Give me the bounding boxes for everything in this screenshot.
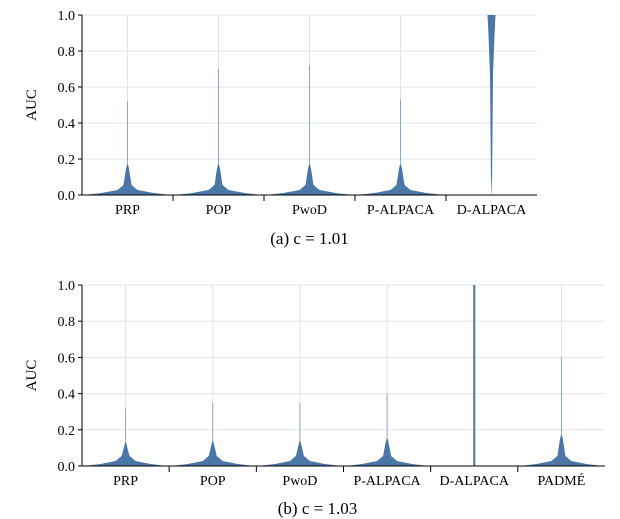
violin-pwod (266, 65, 353, 195)
violin-padmé (519, 357, 603, 466)
x-tick-label: PwoD (282, 474, 317, 489)
x-tick-label: D-ALPACA (440, 474, 510, 489)
y-tick-label: 0.4 (58, 117, 76, 132)
violin-body (266, 162, 353, 195)
violin-body (84, 162, 171, 195)
y-tick-label: 0.6 (58, 81, 76, 96)
violin-body (345, 436, 429, 466)
y-tick-label: 0.8 (58, 315, 76, 330)
x-tick-label: PRP (115, 203, 140, 218)
violin-body (171, 439, 255, 466)
violin-pop (175, 69, 262, 195)
x-tick-label: PRP (113, 474, 138, 489)
violin-pop (171, 402, 255, 466)
y-tick-label: 1.0 (58, 9, 76, 24)
y-tick-label: 0.2 (58, 424, 76, 439)
violin-p-alpaca (345, 393, 429, 466)
y-tick-label: 0.2 (58, 153, 76, 168)
violin-p-alpaca (357, 99, 444, 195)
x-tick-label: P-ALPACA (367, 203, 435, 218)
y-tick-label: 0.6 (58, 351, 76, 366)
violin-pwod (258, 402, 342, 466)
caption: (a) c = 1.01 (270, 229, 349, 248)
violin-body (175, 162, 262, 195)
x-tick-label: P-ALPACA (353, 474, 421, 489)
y-axis-label: AUC (24, 89, 40, 121)
caption: (b) c = 1.03 (278, 499, 357, 518)
violin-body (519, 433, 603, 466)
violin-body (473, 285, 476, 466)
y-axis-label: AUC (24, 360, 40, 392)
violin-body (258, 439, 342, 466)
x-tick-label: D-ALPACA (457, 203, 527, 218)
chart-panel-2: 0.0 0.2 0.4 0.6 0.8 1.0 PRP POP PwoD P-ALPACA D-AL… (24, 279, 605, 518)
y-tick-label: 1.0 (58, 279, 76, 294)
violin-d-alpaca (487, 15, 496, 195)
y-tick-label: 0.4 (58, 388, 76, 403)
x-tick-label: POP (200, 474, 226, 489)
violin-body (357, 162, 444, 195)
y-tick-label: 0.0 (58, 460, 76, 475)
violin-prp (84, 101, 171, 195)
violin-d-alpaca (473, 285, 476, 466)
y-tick-label: 0.8 (58, 45, 76, 60)
y-tick-label: 0.0 (58, 189, 76, 204)
x-tick-label: PwoD (292, 203, 327, 218)
x-tick-label: POP (206, 203, 232, 218)
violin-body (84, 440, 168, 466)
violin-body (487, 15, 496, 195)
x-tick-label: PADMÉ (538, 472, 586, 489)
chart-panel-1: 0.0 0.2 0.4 0.6 0.8 1.0 PRP POP PwoD P-ALPACA D-AL… (24, 9, 537, 248)
violin-prp (84, 408, 168, 466)
